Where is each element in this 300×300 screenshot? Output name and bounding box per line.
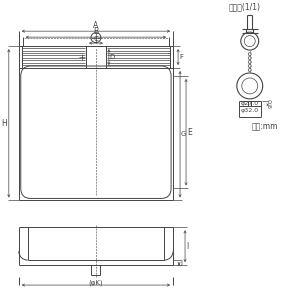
Text: C: C	[94, 36, 98, 42]
Text: (φK): (φK)	[88, 279, 103, 286]
Text: φ32.0: φ32.0	[241, 108, 259, 113]
Text: ゴム栓(1/1): ゴム栓(1/1)	[229, 2, 261, 11]
Text: H: H	[1, 119, 7, 128]
Text: J: J	[180, 260, 182, 266]
Text: 9.0: 9.0	[269, 98, 274, 108]
Text: F: F	[179, 54, 183, 60]
Text: E: E	[188, 128, 192, 137]
Text: I: I	[187, 242, 189, 251]
Text: B: B	[93, 27, 98, 36]
Text: D: D	[110, 54, 115, 60]
Text: G: G	[181, 131, 186, 137]
Text: φ27.0: φ27.0	[241, 101, 259, 106]
Text: 単位:mm: 単位:mm	[251, 123, 278, 132]
Text: A: A	[93, 21, 99, 30]
